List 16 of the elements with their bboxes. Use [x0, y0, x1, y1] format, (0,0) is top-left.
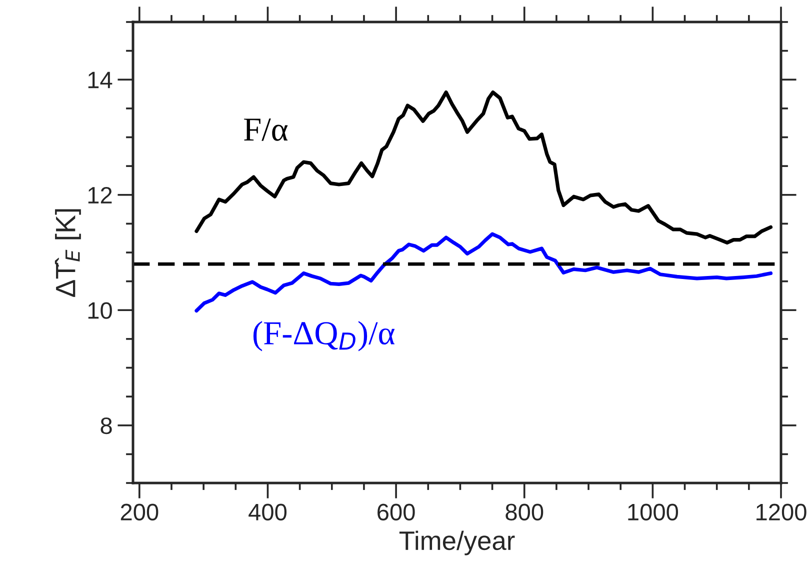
series-label: F/α — [244, 118, 288, 141]
y-tick-label: 12 — [88, 186, 112, 204]
x-tick-label: 1000 — [628, 504, 678, 520]
x-tick-label: 400 — [248, 504, 287, 520]
y-tick-label: 10 — [88, 302, 112, 319]
y-tick-label: 8 — [100, 417, 112, 434]
x-axis-title: Time/year — [399, 530, 515, 556]
x-tick-label: 800 — [506, 504, 544, 520]
line-series — [194, 232, 773, 313]
series-label: (F-ΔQ$_{D}$)/α — [253, 321, 395, 352]
y-tick-label: 14 — [88, 72, 112, 88]
x-tick-label: 1200 — [756, 504, 806, 520]
y-axis-title: ΔT̂$_{E}$ [K] — [54, 209, 81, 297]
x-tick-label: 600 — [378, 504, 415, 520]
x-tick-label: 200 — [120, 504, 158, 520]
line-series — [194, 90, 773, 245]
